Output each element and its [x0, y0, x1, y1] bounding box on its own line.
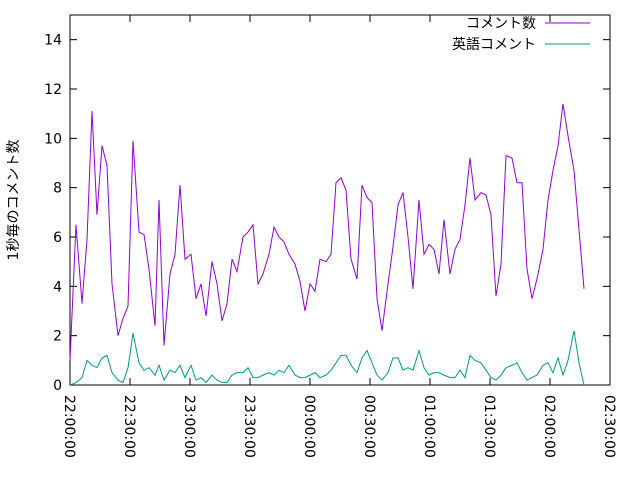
y-tick-label: 6 [53, 230, 62, 246]
y-axis-label: 1秒毎のコメント数 [6, 140, 22, 261]
y-tick-label: 14 [44, 33, 62, 49]
x-tick-label: 00:00:00 [301, 395, 317, 458]
plot-frame [69, 14, 611, 386]
y-tick-label: 0 [53, 378, 62, 394]
data-line [69, 103, 585, 361]
x-tick-label: 23:30:00 [241, 395, 257, 458]
x-tick-label: 01:30:00 [481, 395, 497, 458]
x-tick-label: 00:30:00 [361, 395, 377, 458]
x-tick-label: 23:00:00 [181, 395, 197, 458]
legend-label: コメント数 [466, 16, 536, 32]
legend-label: 英語コメント [452, 36, 536, 53]
y-tick-label: 4 [53, 279, 62, 295]
y-tick-label: 2 [53, 329, 62, 345]
x-tick-label: 02:00:00 [541, 395, 557, 458]
x-tick-label: 01:00:00 [421, 395, 437, 458]
y-tick-label: 10 [44, 131, 62, 147]
x-tick-label: 02:30:00 [601, 395, 617, 458]
data-line [69, 330, 585, 386]
x-tick-label: 22:30:00 [121, 395, 137, 458]
y-tick-label: 8 [53, 181, 62, 197]
x-tick-label: 22:00:00 [61, 395, 77, 458]
y-tick-label: 12 [44, 82, 62, 98]
